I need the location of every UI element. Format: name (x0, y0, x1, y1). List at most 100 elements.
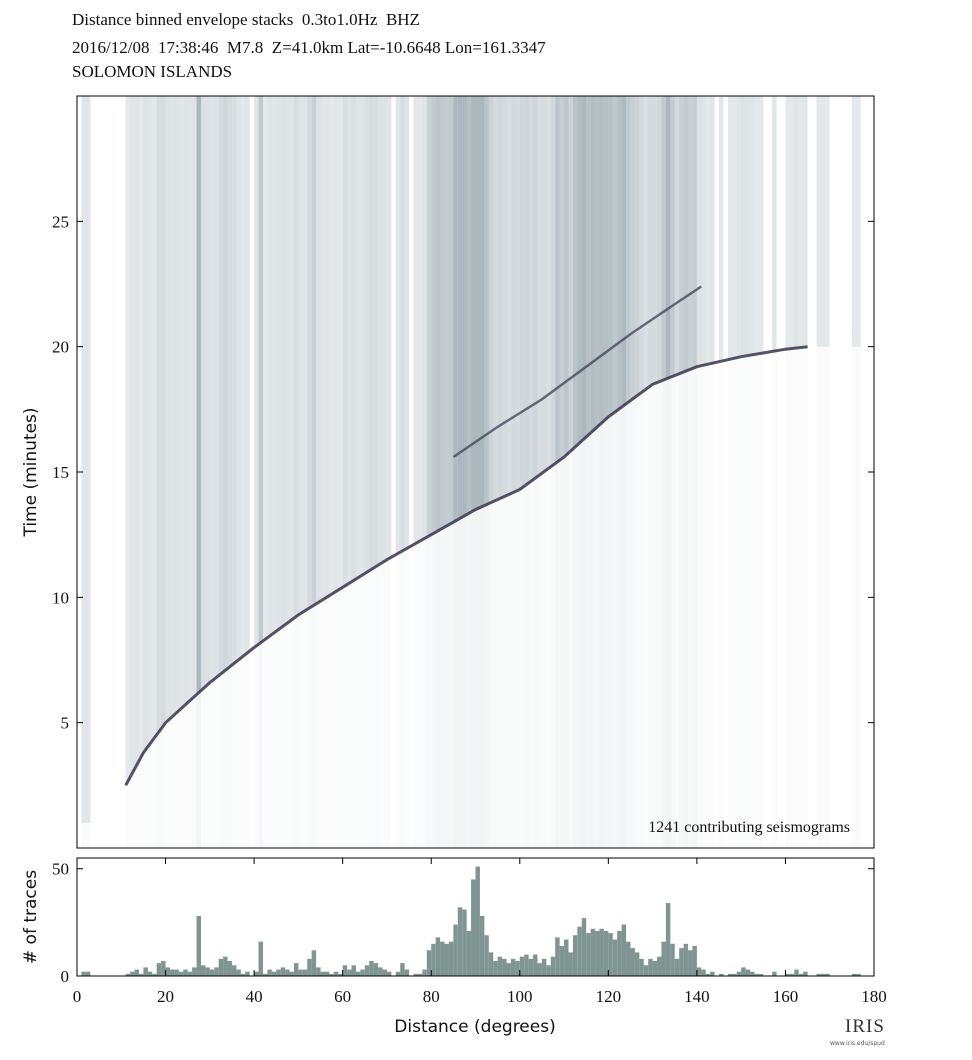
heatmap-column-coda (440, 96, 445, 529)
histogram-bar (736, 971, 742, 976)
heatmap-column-coda (254, 96, 259, 646)
heatmap-column-coda (652, 96, 658, 384)
histogram-bar (329, 973, 334, 976)
heatmap-column-noise (626, 402, 631, 848)
heatmap-column-coda (705, 96, 711, 365)
heatmap-column-coda (798, 96, 804, 348)
histogram-bar (820, 973, 826, 976)
histogram-bar (528, 958, 534, 976)
histogram-bar (484, 935, 489, 976)
histogram-bar (581, 918, 587, 976)
histogram-bar (506, 963, 511, 976)
heatmap-column-coda (736, 96, 742, 358)
histogram-bar (236, 969, 241, 976)
histogram-y-axis: 0 50 (52, 860, 874, 986)
histogram-bar (280, 967, 286, 976)
iris-logo: IRIS (845, 1016, 885, 1037)
heatmap-column-coda (192, 96, 197, 697)
heatmap-column-noise (192, 697, 196, 848)
heatmap-column-noise (546, 468, 550, 848)
heatmap-column-noise (183, 705, 187, 848)
histogram-bar (355, 971, 361, 976)
heatmap-column-coda (311, 96, 317, 606)
heatmap-background (77, 96, 874, 848)
heatmap-column-coda (564, 96, 569, 455)
heatmap-column-coda (608, 96, 613, 416)
heatmap-column-coda (803, 96, 808, 347)
heatmap-column-coda (479, 96, 485, 507)
heatmap-column-noise (152, 738, 156, 848)
heatmap-column-coda (484, 96, 489, 505)
heatmap-column-coda (665, 96, 671, 379)
heatmap-column-noise (374, 567, 378, 848)
heatmap-column-coda (643, 96, 649, 390)
histogram-bar (293, 963, 299, 976)
histogram-bar (816, 973, 821, 976)
histogram-bar (360, 969, 365, 976)
seismogram-count-annotation: 1241 contributing seismograms (648, 819, 850, 836)
x-tick-label: 160 (773, 987, 799, 1006)
heatmap-column-noise (179, 709, 183, 848)
histogram-bar (696, 967, 702, 976)
heatmap-column-noise (130, 773, 134, 848)
first-arrival-curve (124, 345, 808, 787)
histogram-bar (665, 903, 671, 976)
heatmap-column-noise (653, 383, 657, 848)
heatmap-column-noise (196, 692, 201, 848)
heatmap-column-noise (577, 442, 582, 848)
heatmap-column-noise (267, 636, 271, 848)
heatmap-column-coda (621, 96, 627, 406)
heatmap-column-noise (329, 594, 333, 848)
histogram-bar (404, 969, 410, 976)
histogram-bar (541, 958, 547, 976)
histogram-bar (205, 967, 210, 976)
heatmap-column-noise (369, 569, 373, 848)
heatmap-column-noise (644, 389, 648, 848)
heatmap-column-coda (683, 96, 689, 372)
heatmap-column-noise (462, 515, 467, 848)
histogram-bar (192, 967, 197, 976)
histogram-bar (630, 948, 635, 976)
heatmap-column-noise (272, 633, 276, 848)
heatmap-column-coda (741, 96, 746, 357)
heatmap-column-noise (790, 348, 794, 848)
heatmap-column-coda (595, 96, 600, 427)
heatmap-column-noise (572, 446, 578, 848)
histogram-bar (533, 954, 538, 976)
heatmap-column-coda (674, 96, 680, 375)
heatmap-column-noise (241, 656, 245, 848)
heatmap-column-noise (448, 523, 454, 848)
heatmap-column-coda (187, 96, 193, 701)
histogram-bar (475, 866, 480, 976)
heatmap-column-coda (271, 96, 277, 633)
heatmap-column-noise (290, 620, 294, 848)
histogram-bar (510, 958, 516, 976)
heatmap-layer (81, 96, 861, 848)
histogram-bar (262, 973, 268, 976)
histogram-bar (209, 969, 215, 976)
heatmap-column-noise (759, 353, 763, 848)
heatmap-column-noise (347, 583, 351, 848)
heatmap-column-noise (383, 561, 387, 848)
heatmap-column-coda (657, 96, 662, 382)
heatmap-column-noise (343, 586, 347, 848)
heatmap-column-coda (378, 96, 383, 564)
heatmap-column-coda (386, 96, 392, 559)
histogram-bar (674, 958, 680, 976)
heatmap-column-noise (551, 465, 555, 848)
heatmap-column-noise (737, 357, 741, 848)
heatmap-column-noise (214, 677, 218, 848)
histogram-bar (245, 971, 250, 976)
histogram-bar (364, 965, 370, 976)
histogram-bar (603, 930, 609, 976)
histogram-bar (214, 967, 219, 976)
histogram-bar (218, 958, 224, 976)
heatmap-column-noise (697, 366, 701, 848)
heatmap-column-noise (754, 354, 758, 848)
heatmap-column-noise (617, 408, 622, 848)
histogram-bar (798, 973, 804, 976)
heatmap-column-coda (183, 96, 188, 705)
heatmap-column-coda (533, 96, 538, 479)
heatmap-column-noise (325, 597, 329, 848)
heatmap-column-noise (126, 781, 130, 848)
